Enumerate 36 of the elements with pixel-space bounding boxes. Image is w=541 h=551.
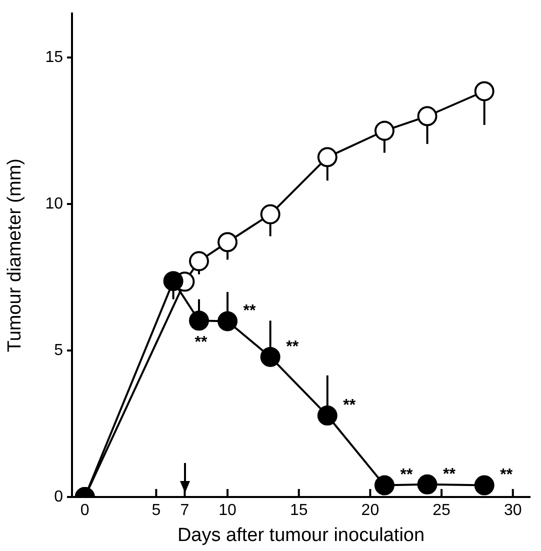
y-axis-title: Tumour diameter (mm) (4, 158, 26, 352)
y-tick-label: 5 (54, 342, 64, 359)
x-tick-label: 5 (152, 502, 161, 520)
annotation: ** (194, 334, 208, 352)
point (163, 271, 184, 292)
point (317, 147, 338, 168)
point (260, 204, 280, 224)
point (417, 474, 438, 494)
x-tick-label: 15 (290, 502, 308, 520)
x-tick-label: 30 (504, 502, 522, 520)
x-tick-label: 20 (361, 502, 380, 520)
point (374, 475, 394, 496)
y-tick-label: 15 (45, 48, 64, 66)
x-axis-title: Days after tumour inoculation (177, 524, 425, 546)
annotation: ** (400, 466, 414, 484)
annotation: ** (243, 302, 257, 320)
x-tick-label: 0 (80, 502, 90, 520)
point (417, 106, 438, 126)
x-tick-label: 25 (432, 502, 451, 520)
point (474, 475, 494, 496)
annotation: ** (286, 338, 300, 356)
point (218, 232, 238, 252)
point (260, 346, 280, 367)
annotation: ** (500, 466, 514, 484)
annotation: ** (343, 396, 356, 414)
point (474, 81, 494, 102)
point (188, 310, 209, 331)
point (317, 406, 338, 426)
point (218, 311, 238, 332)
x-tick-label: 10 (218, 502, 237, 520)
x-tick-label: 7 (180, 502, 190, 520)
point (188, 251, 209, 272)
y-tick-label: 10 (45, 195, 64, 212)
point (374, 120, 394, 141)
annotation: ** (443, 466, 456, 483)
y-tick-label: 0 (54, 488, 64, 506)
